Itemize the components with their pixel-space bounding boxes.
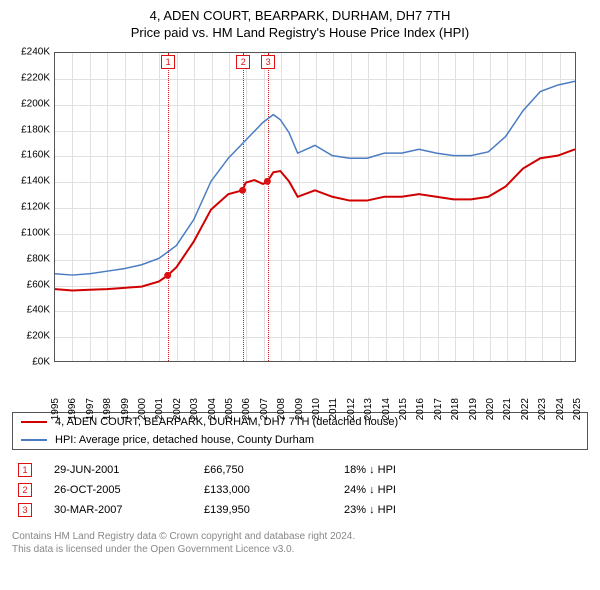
legend-swatch: [21, 421, 47, 423]
x-tick-label: 1996: [67, 398, 78, 420]
x-tick-label: 2002: [172, 398, 183, 420]
sale-marker-box: 2: [236, 55, 250, 69]
chart-container: 4, ADEN COURT, BEARPARK, DURHAM, DH7 7TH…: [0, 0, 600, 590]
sale-marker-icon: 1: [18, 463, 32, 477]
y-tick-label: £40K: [27, 305, 50, 316]
sale-hpi-change: 23% ↓ HPI: [344, 504, 396, 516]
legend-entry: HPI: Average price, detached house, Coun…: [13, 431, 587, 449]
x-tick-label: 2017: [433, 398, 444, 420]
sale-marker-box: 3: [261, 55, 275, 69]
sales-row: 3 30-MAR-2007£139,95023% ↓ HPI: [12, 500, 588, 520]
x-tick-label: 2020: [485, 398, 496, 420]
y-tick-label: £100K: [21, 227, 50, 238]
x-tick-label: 2012: [346, 398, 357, 420]
y-tick-label: £180K: [21, 124, 50, 135]
x-tick-label: 2018: [450, 398, 461, 420]
y-tick-label: £0K: [32, 357, 50, 368]
sale-date: 26-OCT-2005: [54, 484, 204, 496]
footer-line-1: Contains HM Land Registry data © Crown c…: [12, 530, 588, 543]
sale-point-dot: [164, 272, 171, 279]
y-axis: £0K£20K£40K£60K£80K£100K£120K£140K£160K£…: [12, 52, 52, 362]
sale-price: £66,750: [204, 464, 344, 476]
y-tick-label: £140K: [21, 176, 50, 187]
sale-hpi-change: 24% ↓ HPI: [344, 484, 396, 496]
sale-marker-icon: 3: [18, 503, 32, 517]
x-tick-label: 2013: [363, 398, 374, 420]
y-tick-label: £20K: [27, 331, 50, 342]
line-series-svg: [55, 53, 575, 361]
x-tick-label: 2007: [259, 398, 270, 420]
series-line: [55, 81, 575, 275]
x-tick-label: 2021: [502, 398, 513, 420]
sale-marker-icon: 2: [18, 483, 32, 497]
plot-area: 1 23: [54, 52, 576, 362]
chart-title: 4, ADEN COURT, BEARPARK, DURHAM, DH7 7TH: [12, 8, 588, 23]
chart-subtitle: Price paid vs. HM Land Registry's House …: [12, 25, 588, 40]
x-tick-label: 1998: [102, 398, 113, 420]
x-tick-label: 2003: [189, 398, 200, 420]
sale-date: 30-MAR-2007: [54, 504, 204, 516]
x-tick-label: 1995: [50, 398, 61, 420]
x-tick-label: 2016: [415, 398, 426, 420]
titles: 4, ADEN COURT, BEARPARK, DURHAM, DH7 7TH…: [12, 8, 588, 40]
x-tick-label: 2001: [154, 398, 165, 420]
y-tick-label: £200K: [21, 98, 50, 109]
x-tick-label: 2024: [555, 398, 566, 420]
series-line: [55, 149, 575, 290]
sale-marker-box: 1: [161, 55, 175, 69]
x-tick-label: 2022: [520, 398, 531, 420]
x-tick-label: 1999: [120, 398, 131, 420]
x-tick-label: 2008: [276, 398, 287, 420]
x-tick-label: 2014: [381, 398, 392, 420]
footer: Contains HM Land Registry data © Crown c…: [12, 530, 588, 556]
sale-point-dot: [239, 187, 246, 194]
y-tick-label: £160K: [21, 150, 50, 161]
legend-swatch: [21, 439, 47, 441]
y-tick-label: £60K: [27, 279, 50, 290]
x-tick-label: 2023: [537, 398, 548, 420]
sales-row: 2 26-OCT-2005£133,00024% ↓ HPI: [12, 480, 588, 500]
y-tick-label: £220K: [21, 72, 50, 83]
x-tick-label: 2019: [468, 398, 479, 420]
sales-table: 1 29-JUN-2001£66,75018% ↓ HPI 2 26-OCT-2005…: [12, 460, 588, 520]
x-tick-label: 1997: [85, 398, 96, 420]
sale-hpi-change: 18% ↓ HPI: [344, 464, 396, 476]
sales-row: 1 29-JUN-2001£66,75018% ↓ HPI: [12, 460, 588, 480]
x-tick-label: 2011: [328, 398, 339, 420]
sale-point-dot: [264, 178, 271, 185]
y-tick-label: £120K: [21, 202, 50, 213]
x-tick-label: 2000: [137, 398, 148, 420]
footer-line-2: This data is licensed under the Open Gov…: [12, 543, 588, 556]
x-tick-label: 2010: [311, 398, 322, 420]
x-tick-label: 2015: [398, 398, 409, 420]
y-tick-label: £240K: [21, 47, 50, 58]
sale-price: £139,950: [204, 504, 344, 516]
sale-date: 29-JUN-2001: [54, 464, 204, 476]
x-tick-label: 2006: [241, 398, 252, 420]
x-tick-label: 2005: [224, 398, 235, 420]
chart-area: £0K £20K £40K £60K £80K £100K £120K £140K £160K £…: [12, 46, 588, 406]
sale-price: £133,000: [204, 484, 344, 496]
x-tick-label: 2004: [207, 398, 218, 420]
x-axis: 1995199619971998199920002001200220032004…: [54, 364, 576, 404]
x-tick-label: 2009: [294, 398, 305, 420]
x-tick-label: 2025: [572, 398, 583, 420]
y-tick-label: £80K: [27, 253, 50, 264]
legend-label: HPI: Average price, detached house, Coun…: [55, 434, 314, 446]
